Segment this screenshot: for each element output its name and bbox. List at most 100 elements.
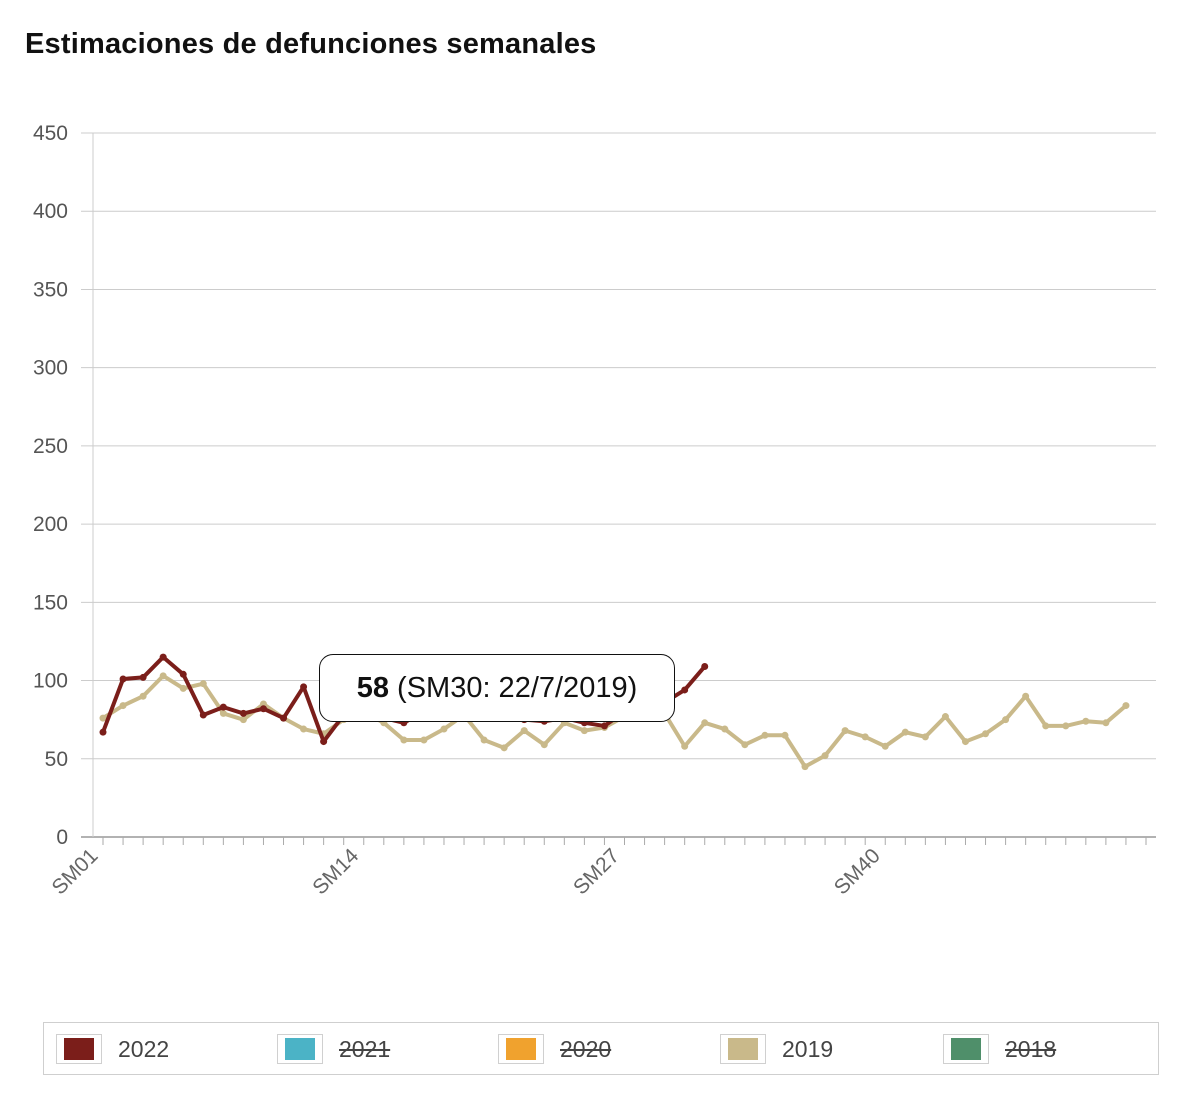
data-point-2019[interactable]	[901, 728, 909, 736]
data-point-2019[interactable]	[741, 741, 749, 749]
legend-label: 2020	[560, 1035, 612, 1062]
x-tick-label: SM14	[308, 844, 363, 899]
legend-swatch-box	[277, 1034, 323, 1064]
data-point-2019[interactable]	[440, 725, 448, 733]
gridlines	[81, 132, 1156, 838]
data-point-2019[interactable]	[119, 702, 127, 710]
legend-label: 2021	[339, 1035, 391, 1062]
data-point-2019[interactable]	[781, 731, 789, 739]
y-tick-label: 50	[45, 748, 68, 771]
data-point-2019[interactable]	[1082, 717, 1090, 725]
legend-label: 2018	[1005, 1035, 1057, 1062]
legend-label: 2022	[118, 1035, 170, 1062]
x-axis: SM01 SM14 SM27 SM40	[47, 837, 1147, 899]
data-point-2019[interactable]	[821, 752, 829, 760]
y-tick-label: 300	[33, 357, 68, 380]
data-point-2019[interactable]	[801, 763, 809, 771]
y-tick-label: 0	[56, 826, 68, 849]
y-tick-label: 100	[33, 670, 68, 693]
data-point-2019[interactable]	[179, 684, 187, 692]
x-tick-label: SM27	[569, 844, 624, 899]
data-point-2019[interactable]	[1102, 719, 1110, 727]
data-point-2019[interactable]	[580, 727, 588, 735]
data-point-2019[interactable]	[500, 744, 508, 752]
data-point-2019[interactable]	[540, 741, 548, 749]
data-point-2019[interactable]	[721, 725, 729, 733]
chart-title: Estimaciones de defunciones semanales	[25, 28, 597, 60]
tooltip-value: 58	[356, 671, 390, 704]
data-point-2019[interactable]	[982, 730, 990, 738]
line-chart: 0 50 100 150 200 250 300 350 400 450 SM01 SM14 SM27…	[33, 122, 1156, 899]
data-point-2019[interactable]	[681, 742, 689, 750]
legend-swatch-box	[498, 1034, 544, 1064]
data-point-2019[interactable]	[99, 714, 107, 722]
data-point-2019[interactable]	[1042, 722, 1050, 730]
data-point-2022[interactable]	[219, 703, 227, 711]
y-axis: 0 50 100 150 200 250 300 350 400 450	[33, 122, 94, 849]
data-point-2019[interactable]	[881, 742, 889, 750]
data-point-2019[interactable]	[761, 731, 769, 739]
data-point-2019[interactable]	[420, 736, 428, 744]
tooltip-detail: (SM30: 22/7/2019)	[397, 671, 638, 704]
data-point-2019[interactable]	[961, 738, 969, 746]
legend-item-2021[interactable]: 2021	[277, 1033, 390, 1065]
data-point-2019[interactable]	[921, 733, 929, 741]
data-point-2022[interactable]	[179, 670, 187, 678]
data-point-2019[interactable]	[841, 727, 849, 735]
data-point-2019[interactable]	[199, 680, 207, 688]
legend-swatch	[64, 1038, 94, 1060]
legend-swatch-box	[56, 1034, 102, 1064]
data-point-2022[interactable]	[119, 675, 127, 683]
legend-swatch	[506, 1038, 536, 1060]
data-point-2022[interactable]	[300, 683, 308, 691]
legend-swatch-box	[943, 1034, 989, 1064]
series-line-2019	[101, 673, 1128, 769]
data-point-2022[interactable]	[159, 653, 167, 661]
data-point-2019[interactable]	[480, 736, 488, 744]
data-tooltip: 58 (SM30: 22/7/2019)	[319, 654, 675, 722]
legend-swatch	[728, 1038, 758, 1060]
data-point-2019[interactable]	[861, 733, 869, 741]
y-tick-label: 250	[33, 435, 68, 458]
y-tick-label: 350	[33, 278, 68, 301]
data-point-2019[interactable]	[139, 692, 147, 700]
data-point-2019[interactable]	[300, 725, 308, 733]
data-point-2019[interactable]	[1022, 692, 1030, 700]
data-point-2022[interactable]	[280, 714, 288, 722]
data-point-2019[interactable]	[239, 716, 247, 724]
legend-swatch	[285, 1038, 315, 1060]
legend-swatch	[951, 1038, 981, 1060]
data-point-2019[interactable]	[520, 727, 528, 735]
data-point-2019[interactable]	[159, 672, 167, 680]
data-point-2019[interactable]	[941, 713, 949, 721]
legend: 2022 2021 2020 2019 2018	[43, 1022, 1159, 1075]
y-tick-label: 450	[33, 122, 68, 145]
x-tick-label: SM40	[830, 844, 885, 899]
data-point-2022[interactable]	[681, 686, 689, 694]
data-point-2019[interactable]	[400, 736, 408, 744]
data-point-2019[interactable]	[1062, 722, 1070, 730]
data-point-2022[interactable]	[600, 722, 608, 730]
data-point-2022[interactable]	[139, 673, 147, 681]
data-point-2022[interactable]	[259, 705, 267, 713]
data-point-2022[interactable]	[701, 662, 709, 670]
y-tick-label: 200	[33, 513, 68, 536]
data-point-2019[interactable]	[219, 709, 227, 717]
data-point-2019[interactable]	[1002, 716, 1010, 724]
legend-item-2022[interactable]: 2022	[56, 1033, 169, 1065]
y-tick-label: 400	[33, 200, 68, 223]
data-point-2019[interactable]	[1122, 702, 1130, 710]
legend-swatch-box	[720, 1034, 766, 1064]
legend-item-2019[interactable]: 2019	[720, 1033, 833, 1065]
legend-item-2018[interactable]: 2018	[943, 1033, 1056, 1065]
series-2019	[99, 672, 1130, 771]
data-point-2022[interactable]	[320, 738, 328, 746]
x-tick-label: SM01	[47, 844, 102, 899]
data-point-2019[interactable]	[701, 719, 709, 727]
data-point-2022[interactable]	[99, 728, 107, 736]
legend-item-2020[interactable]: 2020	[498, 1033, 611, 1065]
data-point-2022[interactable]	[239, 709, 247, 717]
data-point-2022[interactable]	[199, 711, 207, 719]
legend-label: 2019	[782, 1035, 834, 1062]
y-tick-label: 150	[33, 591, 68, 614]
